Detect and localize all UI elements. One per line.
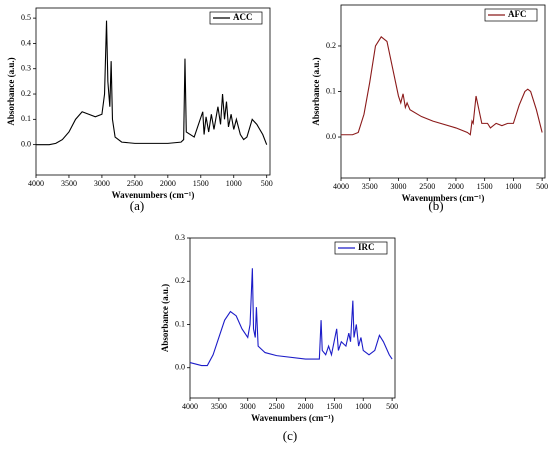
y-tick-label: 0.1	[175, 319, 185, 328]
x-tick-label: 1500	[477, 182, 493, 191]
y-axis-label: Absorbance (a.u.)	[160, 284, 170, 352]
x-tick-label: 500	[386, 402, 398, 411]
y-tick-label: 0.0	[21, 139, 31, 148]
x-tick-label: 1500	[193, 179, 209, 188]
y-tick-label: 0.1	[326, 86, 336, 95]
x-tick-label: 2000	[297, 402, 313, 411]
y-tick-label: 0.1	[21, 114, 31, 123]
x-tick-label: 3000	[240, 402, 256, 411]
y-tick-label: 0.3	[21, 64, 31, 73]
plot-frame	[189, 237, 396, 399]
x-tick-label: 3000	[94, 179, 110, 188]
x-tick-label: 4000	[182, 402, 198, 411]
y-axis-label: Absorbance (a.u.)	[311, 57, 321, 125]
x-tick-label: 2500	[419, 182, 435, 191]
y-axis-label: Absorbance (a.u.)	[6, 57, 16, 125]
x-tick-label: 500	[261, 179, 273, 188]
y-tick-label: 0.3	[175, 233, 185, 242]
legend-label: ACC	[233, 12, 253, 22]
x-axis-label: Wavenumbers (cm⁻¹)	[402, 193, 485, 203]
x-tick-label: 1000	[226, 179, 242, 188]
x-tick-label: 500	[536, 182, 548, 191]
x-tick-label: 2500	[127, 179, 143, 188]
spectrum-line	[189, 268, 393, 367]
y-tick-label: 0.2	[21, 89, 31, 98]
x-tick-label: 1500	[326, 402, 342, 411]
x-tick-label: 3500	[211, 402, 227, 411]
x-tick-label: 3000	[390, 182, 406, 191]
x-axis-label: Wavenumbers (cm⁻¹)	[112, 190, 195, 200]
spectrum-line	[36, 20, 268, 146]
y-tick-label: 0.0	[175, 363, 185, 372]
x-tick-label: 2000	[448, 182, 464, 191]
x-tick-label: 4000	[333, 182, 349, 191]
y-tick-label: 0.2	[175, 276, 185, 285]
x-tick-label: 3500	[362, 182, 378, 191]
x-tick-label: 1000	[505, 182, 521, 191]
y-tick-label: 0.2	[326, 41, 336, 50]
x-tick-label: 1000	[355, 402, 371, 411]
y-tick-label: 0.4	[21, 38, 31, 47]
panel-label: (b)	[428, 198, 443, 213]
plot-frame	[340, 4, 546, 179]
y-tick-label: 0.5	[21, 13, 31, 22]
panel-label: (a)	[130, 198, 144, 213]
legend-box	[484, 8, 538, 22]
legend-label: AFC	[508, 9, 527, 19]
x-axis-label: Wavenumbers (cm⁻¹)	[251, 413, 334, 423]
x-tick-label: 3500	[61, 179, 77, 188]
legend-box	[334, 241, 388, 255]
x-tick-label: 4000	[28, 179, 44, 188]
y-tick-label: 0.0	[326, 132, 336, 141]
legend-box	[209, 11, 263, 25]
plot-frame	[35, 7, 271, 176]
legend-label: IRC	[358, 242, 375, 252]
spectrum-line	[341, 36, 543, 136]
x-tick-label: 2000	[160, 179, 176, 188]
x-tick-label: 2500	[269, 402, 285, 411]
panel-label: (c)	[283, 428, 297, 443]
